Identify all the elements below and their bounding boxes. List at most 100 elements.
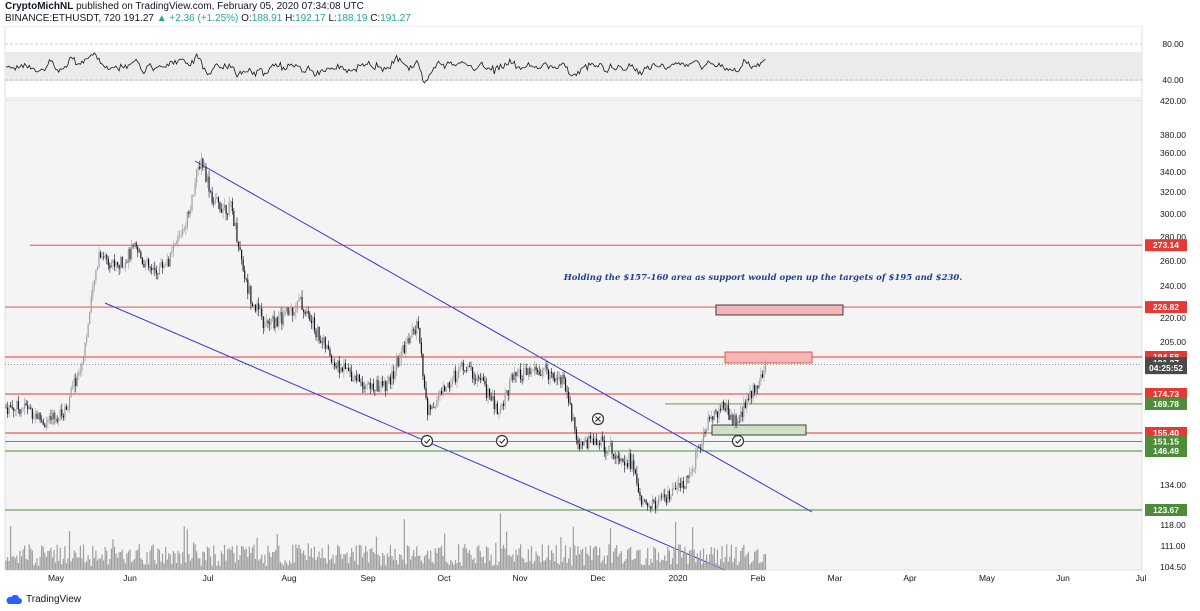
volume-bar [382,552,384,570]
candle-body [600,436,602,446]
support-levels [5,403,1142,511]
candle-body [138,252,140,253]
price-tick-label: 220.00 [1160,313,1186,323]
price-chart[interactable]: Holding the $157-160 area as support wou… [0,26,1200,588]
candle-body [661,496,663,498]
candle-body [402,345,404,352]
volume-bar [344,554,347,570]
candle-body [186,211,188,228]
volume-bar [146,552,148,570]
candle-body [149,267,151,268]
candle-body [605,451,607,454]
candle-body [750,390,753,399]
candle-body [642,499,644,505]
volume-bar [279,561,281,570]
footer: TradingView [0,588,1200,611]
candle-body [588,435,590,449]
volume-bar [8,560,10,570]
author-name[interactable]: CryptoMichNL [5,1,74,12]
candle-body [513,372,515,381]
volume-bar [205,560,207,570]
candle-body [498,412,500,415]
target-zone-195 [724,351,813,364]
price-badge-label: 146.49 [1153,446,1179,456]
candle-body [633,460,635,470]
volume-bar [521,557,523,570]
volume-bar [182,552,184,570]
volume-bar [360,544,362,570]
candle-body [56,418,58,422]
candle-body [39,412,41,420]
candle-body [120,257,122,269]
candle-body [213,202,215,204]
volume-bar [529,561,531,570]
candle-body [171,251,173,253]
candle-body [282,315,285,325]
volume-bar [264,554,266,570]
volume-bar [682,553,684,570]
volume-bar [67,558,69,570]
volume-bar [34,562,37,570]
candle-body [182,229,184,235]
volume-bar [225,560,227,570]
rsi-axis[interactable]: 80.00 40.00 [1162,39,1184,85]
volume-bar [219,565,221,570]
volume-bar [591,560,593,570]
volume-bar [509,554,511,570]
volume-bar [414,556,416,570]
volume-bar [453,564,455,570]
candle-body [203,167,205,168]
price-axis[interactable]: 420.00 380.00 360.00 340.00 320.00 300.00 280.… [1160,96,1186,572]
volume-bar [371,547,373,570]
candle-body [718,408,720,418]
volume-bar [295,544,297,570]
candle-body [419,327,421,343]
candle-body [254,304,257,312]
candle-body [476,376,478,381]
candle-body [174,243,176,245]
candle-body [465,370,467,372]
candle-body [436,399,438,408]
volume-bar [386,553,388,570]
tradingview-logo[interactable]: TradingView [6,594,81,605]
candle-body [219,202,221,210]
volume-bar [197,558,199,570]
volume-bar [555,545,557,570]
candle-body [681,480,683,489]
price-badge-bg [1145,397,1187,410]
candle-body [98,252,100,268]
volume-bar [309,556,311,570]
time-axis[interactable]: May Jun Jul Aug Sep Oct Nov Dec 2020 Feb Mar Apr May… [48,573,1147,583]
candle-body [695,451,697,469]
volume-bar [296,548,298,570]
candle-body [349,370,351,372]
volume-bar [357,564,359,570]
candle-body [529,368,531,375]
volume-bar [276,534,278,570]
candle-body [276,317,278,327]
volume-bar [79,545,81,570]
volume-bar [499,513,502,570]
volume-bar [39,556,41,570]
volume-bar [458,544,460,570]
volume-bar [594,545,596,570]
candle-body [382,380,384,386]
volume-bar [140,558,142,570]
candle-body [713,410,715,420]
volume-bar [334,563,336,570]
close-label: C: [370,13,381,24]
volume-bar [740,550,742,570]
candle-body [76,375,78,387]
volume-bar [259,558,261,570]
volume-bar [551,550,553,570]
volume-bar [374,553,376,570]
candle-body [651,499,653,509]
volume-bar [31,550,33,570]
volume-bar [27,559,29,570]
candle-body [388,376,390,382]
candle-body [281,312,283,325]
volume-bar [154,560,156,570]
candle-body [320,340,322,343]
volume-bar [346,552,348,570]
candle-body [589,435,591,439]
